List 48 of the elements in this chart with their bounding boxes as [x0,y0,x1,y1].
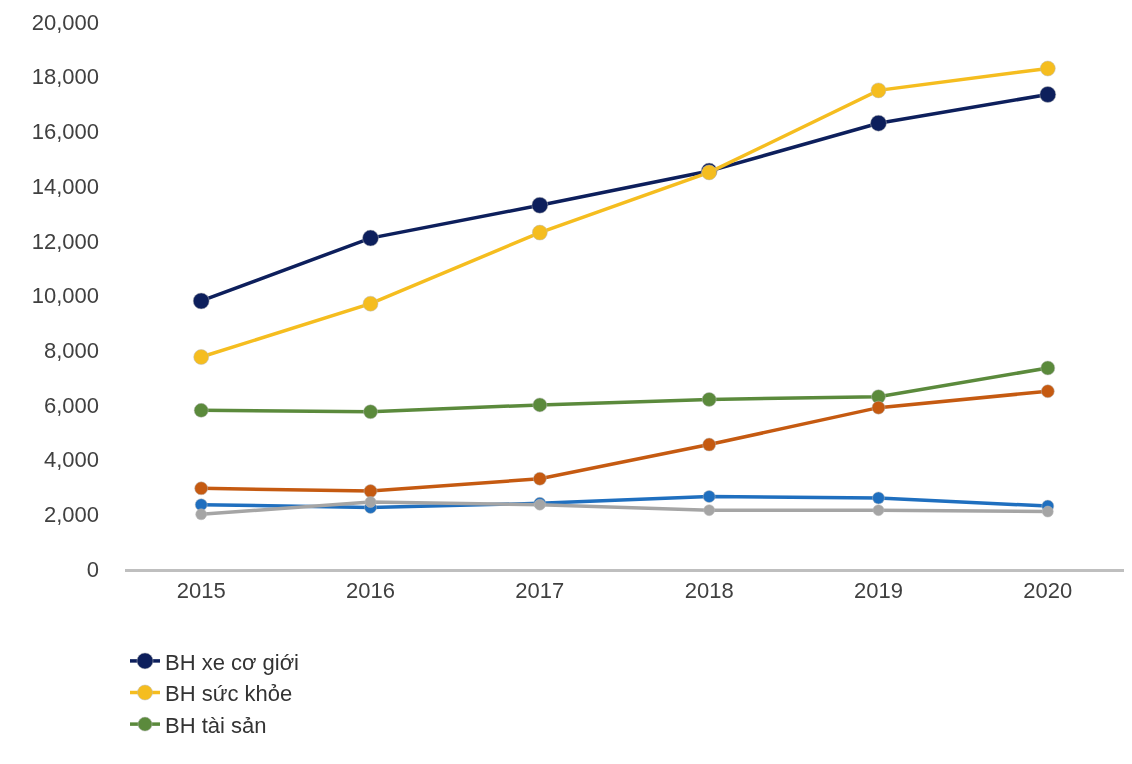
x-tick-label: 2015 [176,578,226,604]
y-tick-label: 2,000 [43,502,99,527]
y-tick-label: 0 [86,556,99,582]
point [192,292,210,310]
x-tick-label: 2017 [515,578,565,604]
point [362,295,379,312]
point [702,437,716,452]
point [363,484,378,498]
y-tick-label: 12,000 [31,228,99,254]
point [362,229,379,247]
y-tick-label: 8,000 [43,337,99,363]
y-tick-label: 6,000 [43,392,99,418]
point [531,197,549,214]
legend-label: BH tài sản [165,712,267,738]
point [532,397,548,413]
point [193,403,209,418]
point [363,404,378,419]
y-tick-label: 20,000 [31,9,99,35]
point [1041,384,1055,398]
point [870,114,887,132]
legend-label: BH xe cơ giới [165,649,299,675]
y-tick-label: 10,000 [31,283,99,309]
point [193,349,209,365]
point [701,392,717,407]
point [1040,360,1056,376]
point [532,224,548,241]
x-tick-label: 2016 [346,578,395,604]
y-tick-label: 18,000 [31,64,99,90]
point [533,472,547,486]
point [195,508,207,521]
point [1042,505,1054,518]
y-tick-label: 14,000 [31,173,99,199]
x-tick-label: 2019 [854,578,903,604]
point [364,496,377,508]
x-tick-label: 2018 [684,578,734,604]
x-tick-label: 2020 [1023,578,1073,604]
y-tick-label: 4,000 [43,447,99,473]
y-tick-label: 16,000 [31,119,99,145]
point [872,491,885,505]
point [872,504,885,516]
point [871,400,886,415]
point [1039,86,1057,103]
point [703,504,715,516]
legend-label: BH sức khỏe [165,681,293,707]
point [194,481,208,496]
point [870,82,887,99]
point [1040,60,1056,77]
point [702,490,716,503]
